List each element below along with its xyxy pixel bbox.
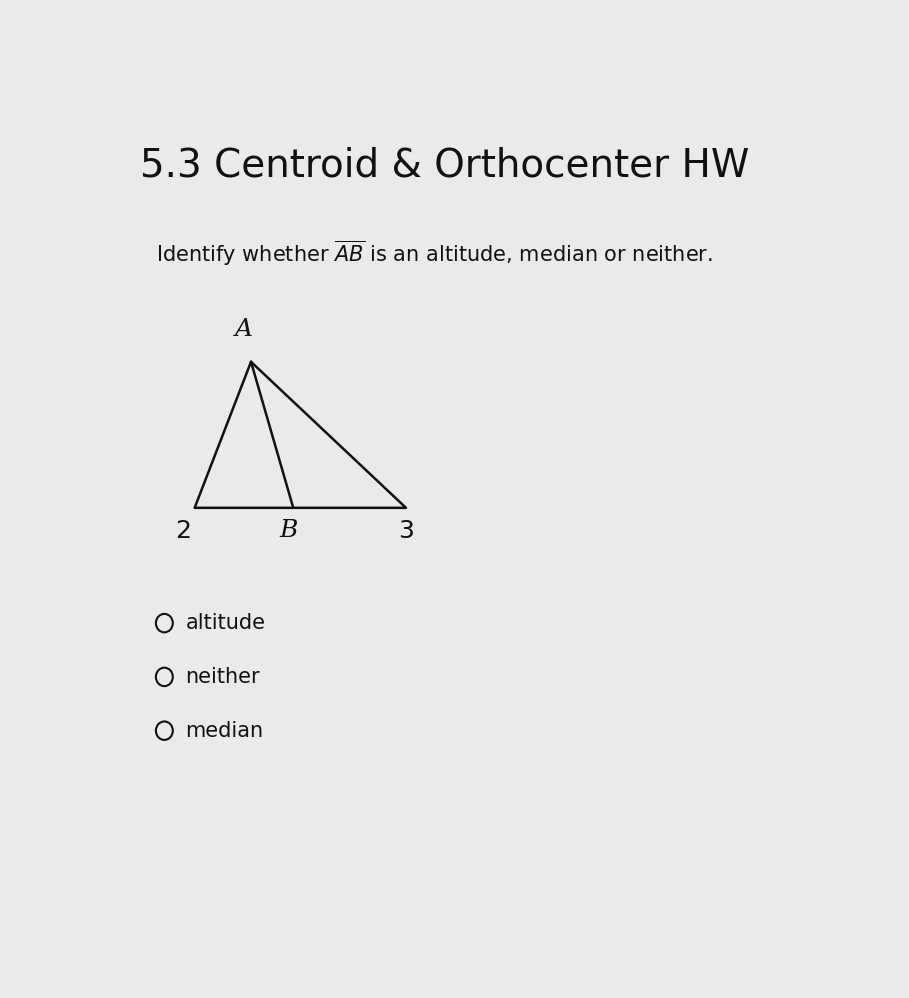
Text: 3: 3	[398, 519, 414, 543]
Text: Identify whether $\overline{AB}$ is an altitude, median or neither.: Identify whether $\overline{AB}$ is an a…	[156, 239, 713, 268]
Text: A: A	[235, 318, 253, 341]
Text: 2: 2	[175, 519, 191, 543]
Text: 5.3 Centroid & Orthocenter HW: 5.3 Centroid & Orthocenter HW	[140, 147, 750, 185]
Text: neither: neither	[185, 667, 260, 687]
Text: B: B	[279, 519, 297, 542]
Text: altitude: altitude	[185, 613, 265, 633]
Text: median: median	[185, 721, 264, 741]
